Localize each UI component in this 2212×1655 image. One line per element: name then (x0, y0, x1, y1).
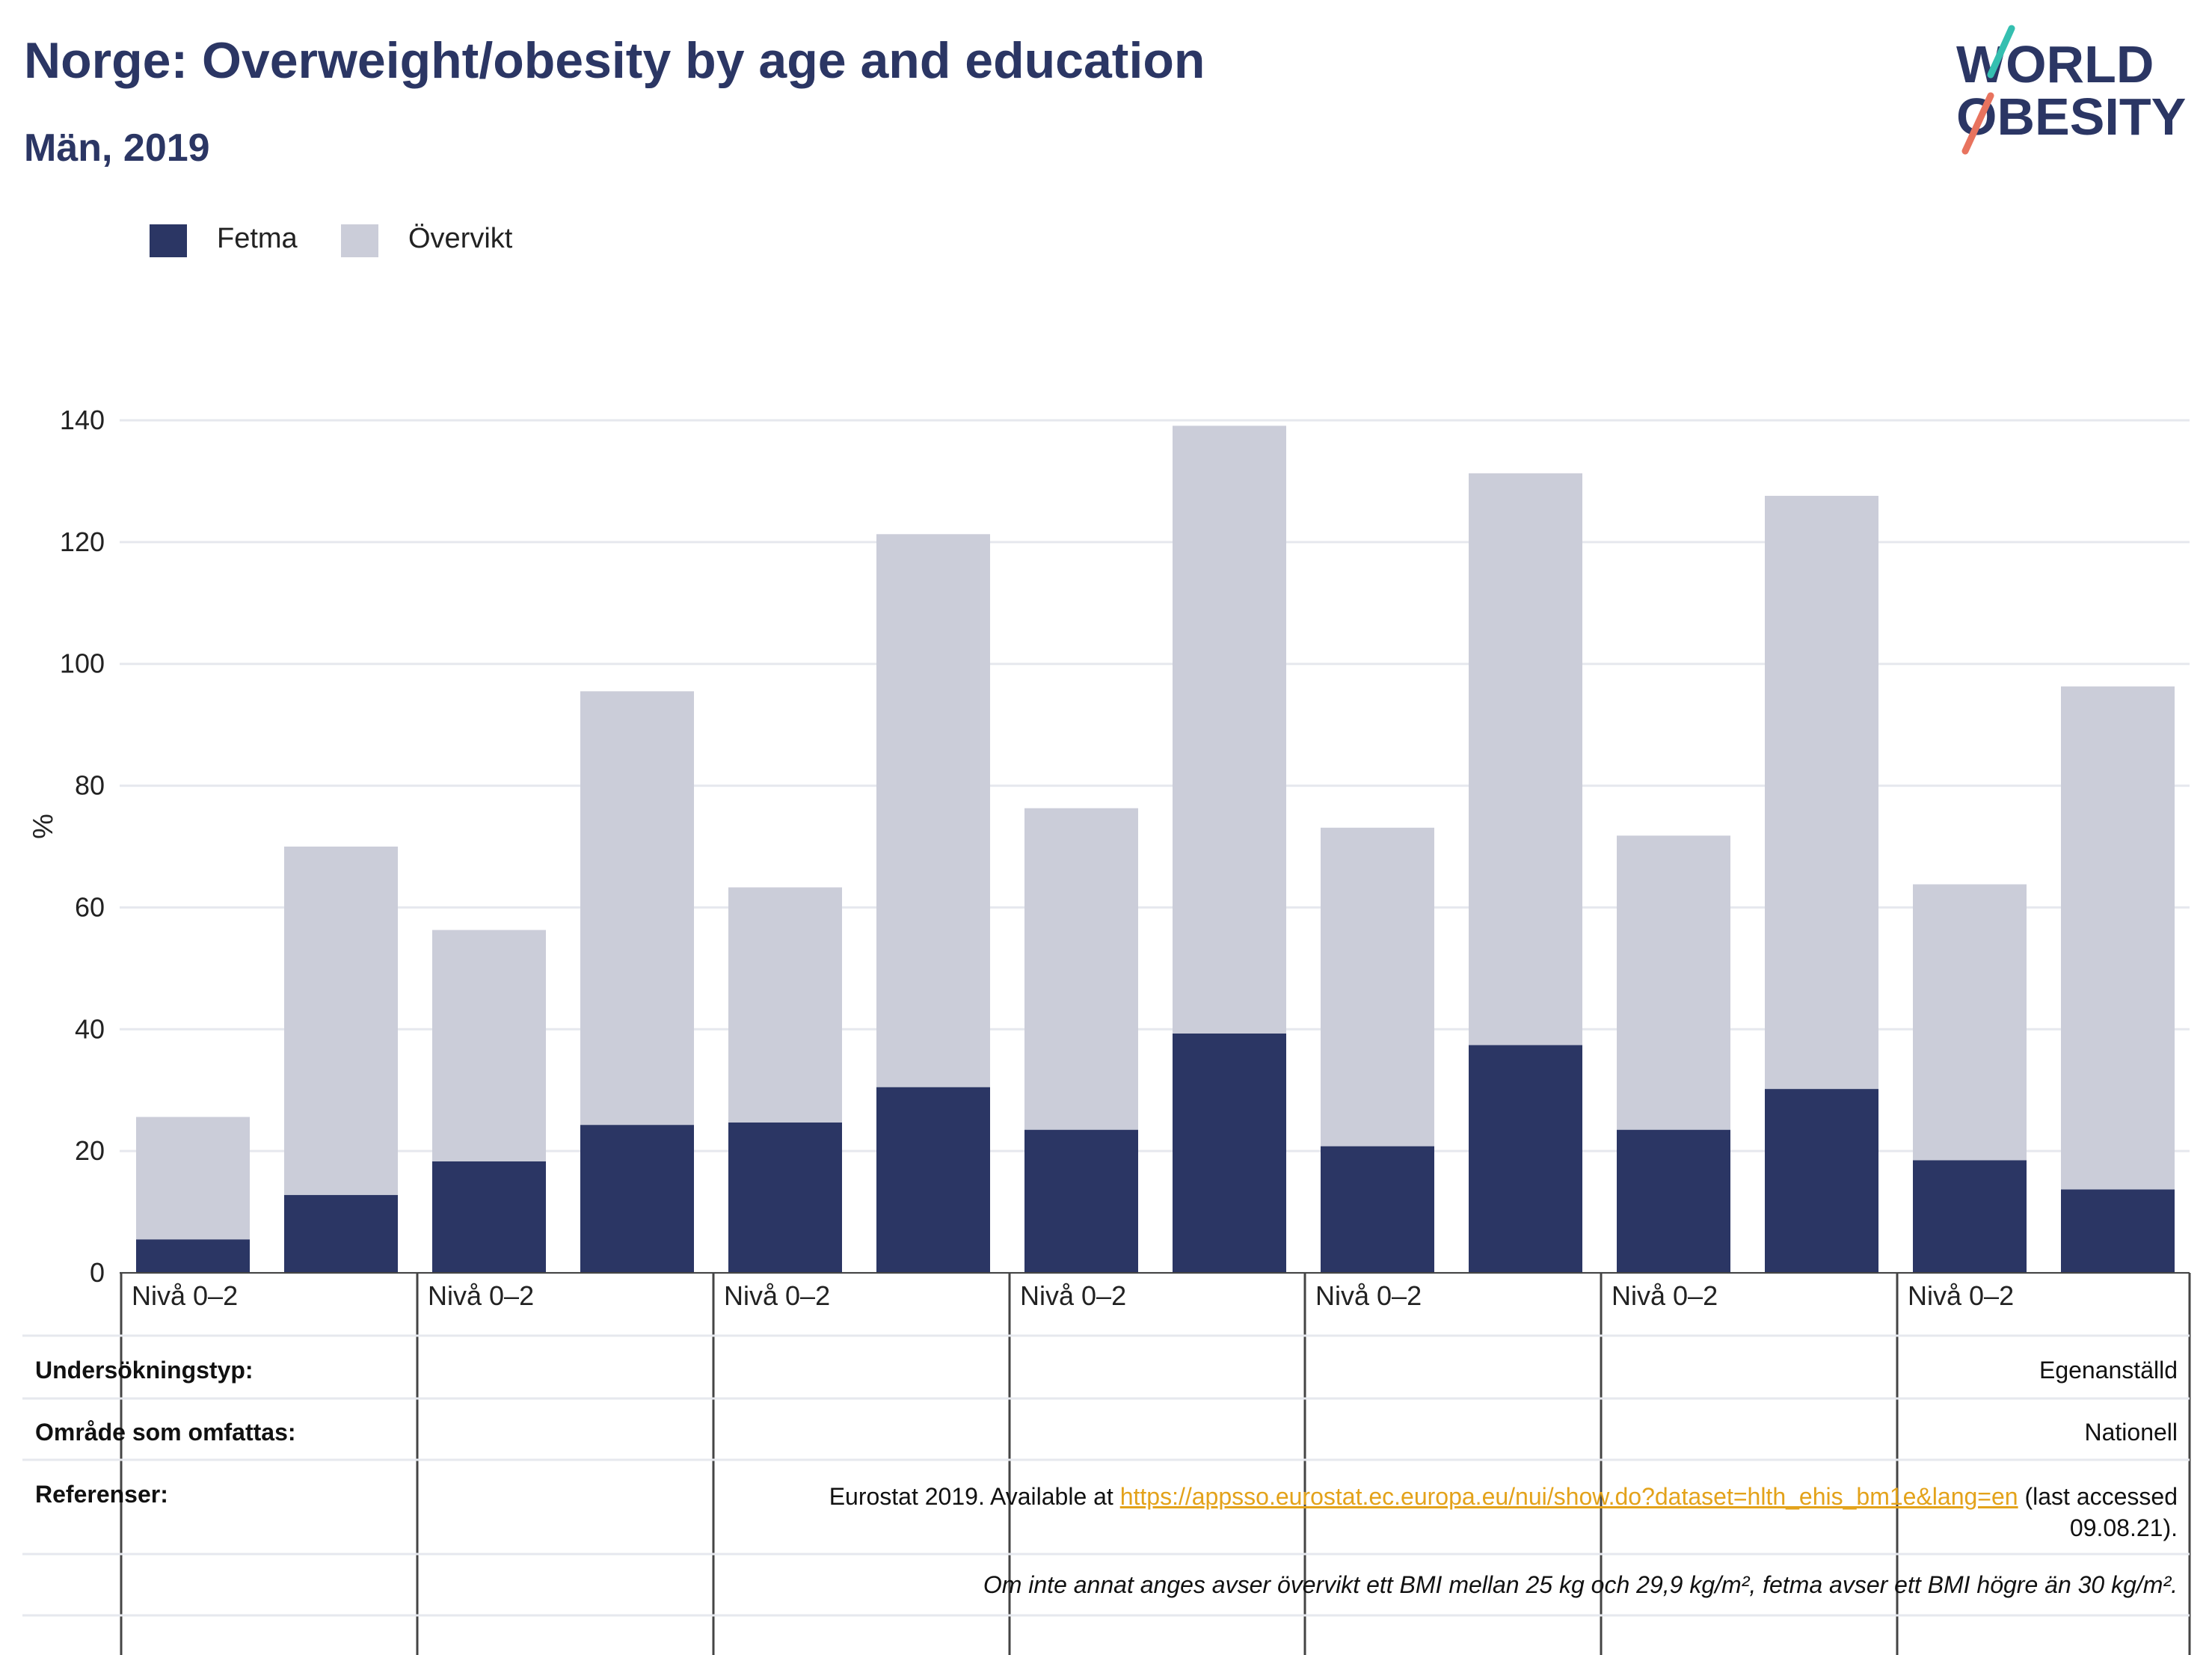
row-value-references: Eurostat 2019. Available at https://apps… (829, 1481, 2178, 1544)
y-tick-label: 0 (90, 1257, 105, 1288)
world-obesity-logo: WORLD OBESITY (1956, 25, 2186, 155)
bar-overvikt (1469, 473, 1582, 1045)
x-group-label: Nivå 0–2 (1612, 1280, 1718, 1311)
bar-overvikt (284, 847, 398, 1195)
reference-prefix: Eurostat 2019. Available at (829, 1483, 1120, 1510)
x-group-label: Nivå 0–2 (1908, 1280, 2014, 1311)
row-value-survey-type: Egenanställd (2039, 1357, 2178, 1384)
bar-fetma (728, 1122, 842, 1273)
bar-overvikt (2061, 686, 2175, 1190)
x-group-label: Nivå 0–2 (428, 1280, 534, 1311)
legend-label-overvikt: Övervikt (408, 223, 513, 254)
reference-link[interactable]: https://appsso.eurostat.ec.europa.eu/nui… (1119, 1483, 2018, 1510)
legend-item-overvikt[interactable]: Övervikt (341, 221, 580, 259)
y-tick-label: 20 (75, 1135, 105, 1166)
y-tick-label: 80 (75, 770, 105, 801)
chart-subtitle: Män, 2019 (24, 126, 210, 170)
reference-date: 09.08.21). (2069, 1514, 2178, 1541)
row-value-coverage: Nationell (2084, 1419, 2178, 1446)
legend-swatch-overvikt (341, 224, 378, 257)
legend-swatch-fetma (150, 224, 187, 257)
bar-fetma (1469, 1045, 1582, 1273)
bar-overvikt (1765, 495, 1878, 1090)
bar-fetma (1321, 1146, 1434, 1273)
bar-overvikt (1913, 884, 2027, 1161)
bar-fetma (284, 1194, 398, 1273)
y-tick-label: 100 (60, 648, 105, 679)
bar-overvikt (1617, 835, 1730, 1130)
legend-item-fetma[interactable]: Fetma (150, 221, 374, 259)
bar-fetma (580, 1125, 694, 1273)
bar-overvikt (136, 1117, 250, 1240)
bar-overvikt (1173, 426, 1286, 1034)
y-tick-label: 140 (60, 405, 105, 435)
y-tick-label: 60 (75, 891, 105, 922)
bar-overvikt (580, 691, 694, 1126)
reference-suffix: (last accessed (2018, 1483, 2178, 1510)
x-group-label: Nivå 0–2 (1020, 1280, 1126, 1311)
y-axis-label: % (28, 814, 59, 839)
bar-fetma (1173, 1033, 1286, 1273)
bar-fetma (1913, 1160, 2027, 1273)
chart-title: Norge: Overweight/obesity by age and edu… (24, 32, 1205, 89)
x-group-label: Nivå 0–2 (724, 1280, 830, 1311)
legend-label-fetma: Fetma (217, 223, 298, 254)
bar-overvikt (432, 930, 546, 1161)
bar-fetma (1765, 1089, 1878, 1273)
bar-overvikt (876, 534, 990, 1087)
bar-fetma (432, 1161, 546, 1273)
row-label-coverage: Område som omfattas: (35, 1419, 296, 1446)
y-tick-label: 120 (60, 526, 105, 557)
bar-overvikt (728, 887, 842, 1123)
bar-overvikt (1024, 808, 1138, 1130)
bar-fetma (1617, 1129, 1730, 1273)
x-group-label: Nivå 0–2 (132, 1280, 238, 1311)
bar-fetma (1024, 1129, 1138, 1273)
logo-line2: OBESITY (1956, 87, 2186, 146)
row-label-survey-type: Undersökningstyp: (35, 1357, 254, 1384)
bar-fetma (136, 1239, 250, 1273)
logo-slash-red (1961, 92, 1994, 155)
x-group-label: Nivå 0–2 (1315, 1280, 1422, 1311)
bmi-definition-note: Om inte annat anges avser övervikt ett B… (983, 1571, 2178, 1598)
bar-fetma (876, 1087, 990, 1273)
bar-overvikt (1321, 827, 1434, 1146)
row-label-references: Referenser: (35, 1481, 168, 1508)
logo-slash-teal (1987, 25, 2015, 79)
bar-fetma (2061, 1189, 2175, 1273)
y-tick-label: 40 (75, 1013, 105, 1044)
logo-line1: WORLD (1956, 35, 2154, 93)
